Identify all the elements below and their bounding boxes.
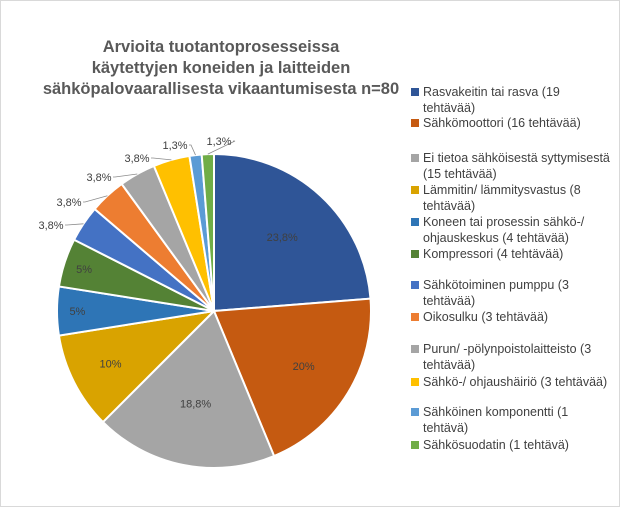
legend-swatch (411, 313, 419, 321)
legend-item: Sähkösuodatin (1 tehtävä) (411, 437, 616, 453)
legend-label: Oikosulku (3 tehtävää) (423, 310, 549, 324)
legend-label: Sähkömoottori (16 tehtävää) (423, 116, 581, 130)
legend-swatch (411, 218, 419, 226)
legend-label: Koneen tai prosessin sähkö-/ ohjauskesku… (423, 215, 585, 245)
legend-item: Rasvakeitin tai rasva (19 tehtävää) (411, 84, 616, 115)
legend-swatch (411, 408, 419, 416)
slice-data-label: 10% (99, 359, 121, 371)
leader-line (207, 140, 236, 155)
legend-swatch (411, 154, 419, 162)
chart-title-line: käytettyjen koneiden ja laitteiden (91, 59, 351, 77)
legend-swatch (411, 281, 419, 289)
slice-data-label: 1,3% (162, 140, 187, 152)
legend-label: Sähkösuodatin (1 tehtävä) (423, 438, 569, 452)
legend-item: Purun/ -pölynpoistolaitteisto (3 tehtävä… (411, 341, 616, 373)
legend-item: Koneen tai prosessin sähkö-/ ohjauskesku… (411, 214, 616, 246)
slice-data-label: 23,8% (267, 232, 298, 244)
slice-data-label: 20% (293, 361, 315, 373)
leader-line (151, 157, 172, 161)
chart-title-line: Arvioita tuotantoprosesseissa (102, 38, 340, 56)
pie-slice (57, 309, 217, 424)
legend-item: Lämmitin/ lämmitysvastus (8 tehtävää) (411, 182, 616, 214)
legend-label: Rasvakeitin tai rasva (19 tehtävää) (423, 85, 560, 115)
legend-swatch (411, 186, 419, 194)
legend-item: Sähkötoiminen pumppu (3 tehtävää) (411, 277, 616, 309)
leader-line (65, 223, 84, 226)
legend-item: Sähkömoottori (16 tehtävää) (411, 115, 616, 131)
slice-data-label: 5% (76, 264, 92, 276)
slice-data-label: 3,8% (38, 220, 63, 232)
slice-data-label: 3,8% (124, 153, 149, 165)
pie-slice (212, 297, 372, 458)
legend-swatch (411, 378, 419, 386)
slice-data-label: 1,3% (206, 136, 231, 148)
legend-swatch (411, 88, 419, 96)
legend-swatch (411, 441, 419, 449)
leader-line (113, 173, 138, 178)
legend-label: Ei tietoa sähköisestä syttymisestä (15 t… (423, 151, 610, 181)
legend-label: Sähkö-/ ohjaushäiriö (3 tehtävää) (423, 375, 608, 389)
legend-label: Lämmitin/ lämmitysvastus (8 tehtävää) (423, 183, 581, 213)
slice-data-label: 5% (69, 306, 85, 318)
leader-line (189, 144, 196, 156)
legend-swatch (411, 119, 419, 127)
legend-label: Sähkötoiminen pumppu (3 tehtävää) (423, 278, 569, 308)
slice-data-label: 3,8% (86, 172, 111, 184)
chart-title: Arvioita tuotantoprosesseissa käytettyje… (21, 37, 421, 100)
legend-swatch (411, 345, 419, 353)
leader-line (83, 195, 108, 203)
slice-data-label: 3,8% (56, 197, 81, 209)
legend-item: Kompressori (4 tehtävää) (411, 246, 616, 262)
legend-item: Oikosulku (3 tehtävää) (411, 309, 616, 325)
pie-slice (101, 309, 276, 470)
pie-slice (213, 152, 372, 313)
legend-label: Sähköinen komponentti (1 tehtävä) (423, 405, 569, 435)
slice-data-label: 18,8% (180, 398, 211, 410)
legend-label: Purun/ -pölynpoistolaitteisto (3 tehtävä… (423, 342, 592, 372)
legend-item: Sähköinen komponentti (1 tehtävä) (411, 404, 616, 435)
legend-label: Kompressori (4 tehtävää) (423, 247, 564, 261)
legend-item: Sähkö-/ ohjaushäiriö (3 tehtävää) (411, 374, 616, 390)
chart-title-line: sähköpalovaarallisesta vikaantumisesta n… (42, 80, 400, 98)
legend-swatch (411, 250, 419, 258)
legend-item: Ei tietoa sähköisestä syttymisestä (15 t… (411, 150, 616, 182)
